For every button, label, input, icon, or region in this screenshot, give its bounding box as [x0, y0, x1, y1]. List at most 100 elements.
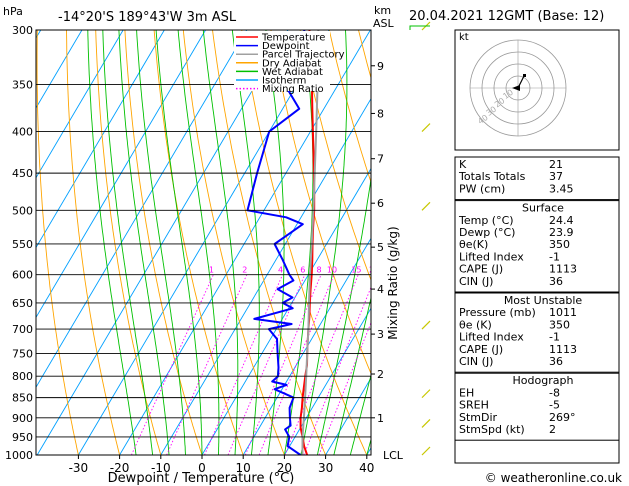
hodograph-table-box: [454, 372, 620, 441]
most-unstable-row-value: -1: [549, 331, 560, 344]
temperature-tick-label: 10: [236, 461, 251, 475]
legend-label: Dry Adiabat: [262, 58, 321, 69]
indices-row-name: PW (cm): [459, 182, 505, 195]
km-tick-label: 9: [377, 60, 384, 73]
hodograph-point: [523, 74, 526, 77]
indices-row-name: K: [459, 158, 467, 171]
dry-adiabat-line: [328, 30, 371, 184]
most-unstable-row-value: 36: [549, 355, 563, 368]
legend-label: Temperature: [261, 33, 325, 44]
mixing-ratio-label: 20: [369, 266, 379, 275]
km-tick-label: 3: [377, 328, 384, 341]
mixing-ratio-label: 2: [242, 266, 247, 275]
most-unstable-row-value: 350: [549, 318, 570, 331]
series-dewpoint: [246, 30, 306, 455]
hodograph-table-row-value: 269°: [549, 411, 576, 424]
mixing-ratio-label: 4: [278, 266, 283, 275]
km-tick-label: 1: [377, 412, 384, 425]
surface-row-value: 1113: [549, 263, 577, 276]
mixing-ratio-label: 8: [317, 266, 322, 275]
km-tick-label: 6: [377, 197, 384, 210]
surface-row-name: θe(K): [459, 238, 488, 251]
dry-adiabat-line: [621, 30, 629, 455]
wet-adiabat-line: [87, 30, 137, 455]
pressure-tick-label: 300: [12, 24, 33, 37]
km-tick-label: 5: [377, 241, 384, 254]
most-unstable-row-name: θe (K): [459, 318, 492, 331]
wet-adiabat-line: [349, 373, 371, 455]
isotherm-line: [36, 30, 289, 455]
hodograph-table-row-name: StmDir: [459, 411, 498, 424]
indices-row-value: 37: [549, 170, 563, 183]
location-title: -14°20'S 189°43'W 3m ASL: [58, 10, 237, 25]
storm-motion-arrow: [512, 85, 520, 91]
mixing-ratio-label: 10: [327, 266, 337, 275]
wet-adiabat-line: [202, 30, 239, 455]
temperature-tick-label: -20: [110, 461, 130, 475]
surface-row-value: 24.4: [549, 214, 574, 227]
isotherm-line: [325, 377, 371, 455]
footer-credit: © weatheronline.co.uk: [485, 471, 622, 485]
pressure-tick-label: 350: [12, 78, 33, 91]
pressure-tick-label: 650: [12, 297, 33, 310]
dry-adiabat-line: [124, 30, 203, 455]
isotherm-line: [160, 97, 371, 455]
mixing-ratio-line: [166, 274, 248, 455]
wind-barb: [421, 446, 431, 456]
km-tick-label: 4: [377, 283, 384, 296]
temperature-tick-label: -10: [151, 461, 171, 475]
dry-adiabat-line: [36, 30, 79, 455]
legend-label: Dewpoint: [262, 41, 310, 52]
pressure-tick-label: 500: [12, 204, 33, 217]
lcl-label: LCL: [383, 449, 404, 462]
datetime-title: 20.04.2021 12GMT (Base: 12): [409, 9, 604, 24]
surface-row-name: Dewp (°C): [459, 226, 515, 239]
pressure-tick-label: 550: [12, 238, 33, 251]
hodograph-table-row-name: EH: [459, 386, 474, 399]
km-tick-label: 7: [377, 153, 384, 166]
legend-label: Wet Adiabat: [262, 67, 323, 78]
surface-row-value: 350: [549, 238, 570, 251]
pressure-tick-label: 750: [12, 347, 33, 360]
indices-row-name: Totals Totals: [458, 170, 526, 183]
isotherm-line: [36, 30, 124, 179]
indices-row-value: 21: [549, 158, 563, 171]
wet-adiabat-line: [231, 30, 260, 455]
dry-adiabat-line: [299, 30, 371, 282]
hodograph-table-row-name: SREH: [459, 399, 489, 412]
dry-adiabat-line: [95, 30, 162, 455]
temperature-tick-label: 40: [359, 461, 374, 475]
most-unstable-title: Most Unstable: [504, 294, 583, 307]
wind-barb: [421, 389, 431, 399]
most-unstable-row-value: 1113: [549, 343, 577, 356]
pressure-tick-label: 1000: [5, 449, 33, 462]
hpa-label: hPa: [3, 5, 23, 18]
wind-barb: [421, 419, 431, 428]
indices-row-value: 3.45: [549, 182, 574, 195]
most-unstable-row-name: CIN (J): [459, 355, 493, 368]
isotherm-line: [201, 167, 371, 455]
most-unstable-row-value: 1011: [549, 306, 577, 319]
most-unstable-row-name: Pressure (mb): [459, 306, 536, 319]
km-tick-label: 8: [377, 107, 384, 120]
isotherm-line: [36, 30, 165, 249]
pressure-tick-label: 450: [12, 167, 33, 180]
mixing-ratio-line: [204, 274, 284, 455]
surface-row-value: -1: [549, 250, 560, 263]
pressure-tick-label: 950: [12, 431, 33, 444]
x-axis-label: Dewpoint / Temperature (°C): [108, 471, 295, 486]
hodograph-table-row-value: -8: [549, 386, 560, 399]
mixing-ratio-axis-label: Mixing Ratio (g/kg): [386, 226, 400, 339]
isotherm-line: [119, 30, 371, 455]
isotherm-line: [284, 307, 371, 455]
mixing-ratio-label: 1: [209, 266, 214, 275]
most-unstable-row-name: CAPE (J): [459, 343, 503, 356]
hodograph-table-row-name: StmSpd (kt): [459, 423, 525, 436]
temperature-tick-label: 0: [198, 461, 206, 475]
wind-barb: [421, 320, 431, 330]
most-unstable-box: [454, 292, 620, 373]
mixing-ratio-label: 6: [300, 266, 305, 275]
pressure-tick-label: 600: [12, 269, 33, 282]
wind-barb: [421, 123, 431, 132]
